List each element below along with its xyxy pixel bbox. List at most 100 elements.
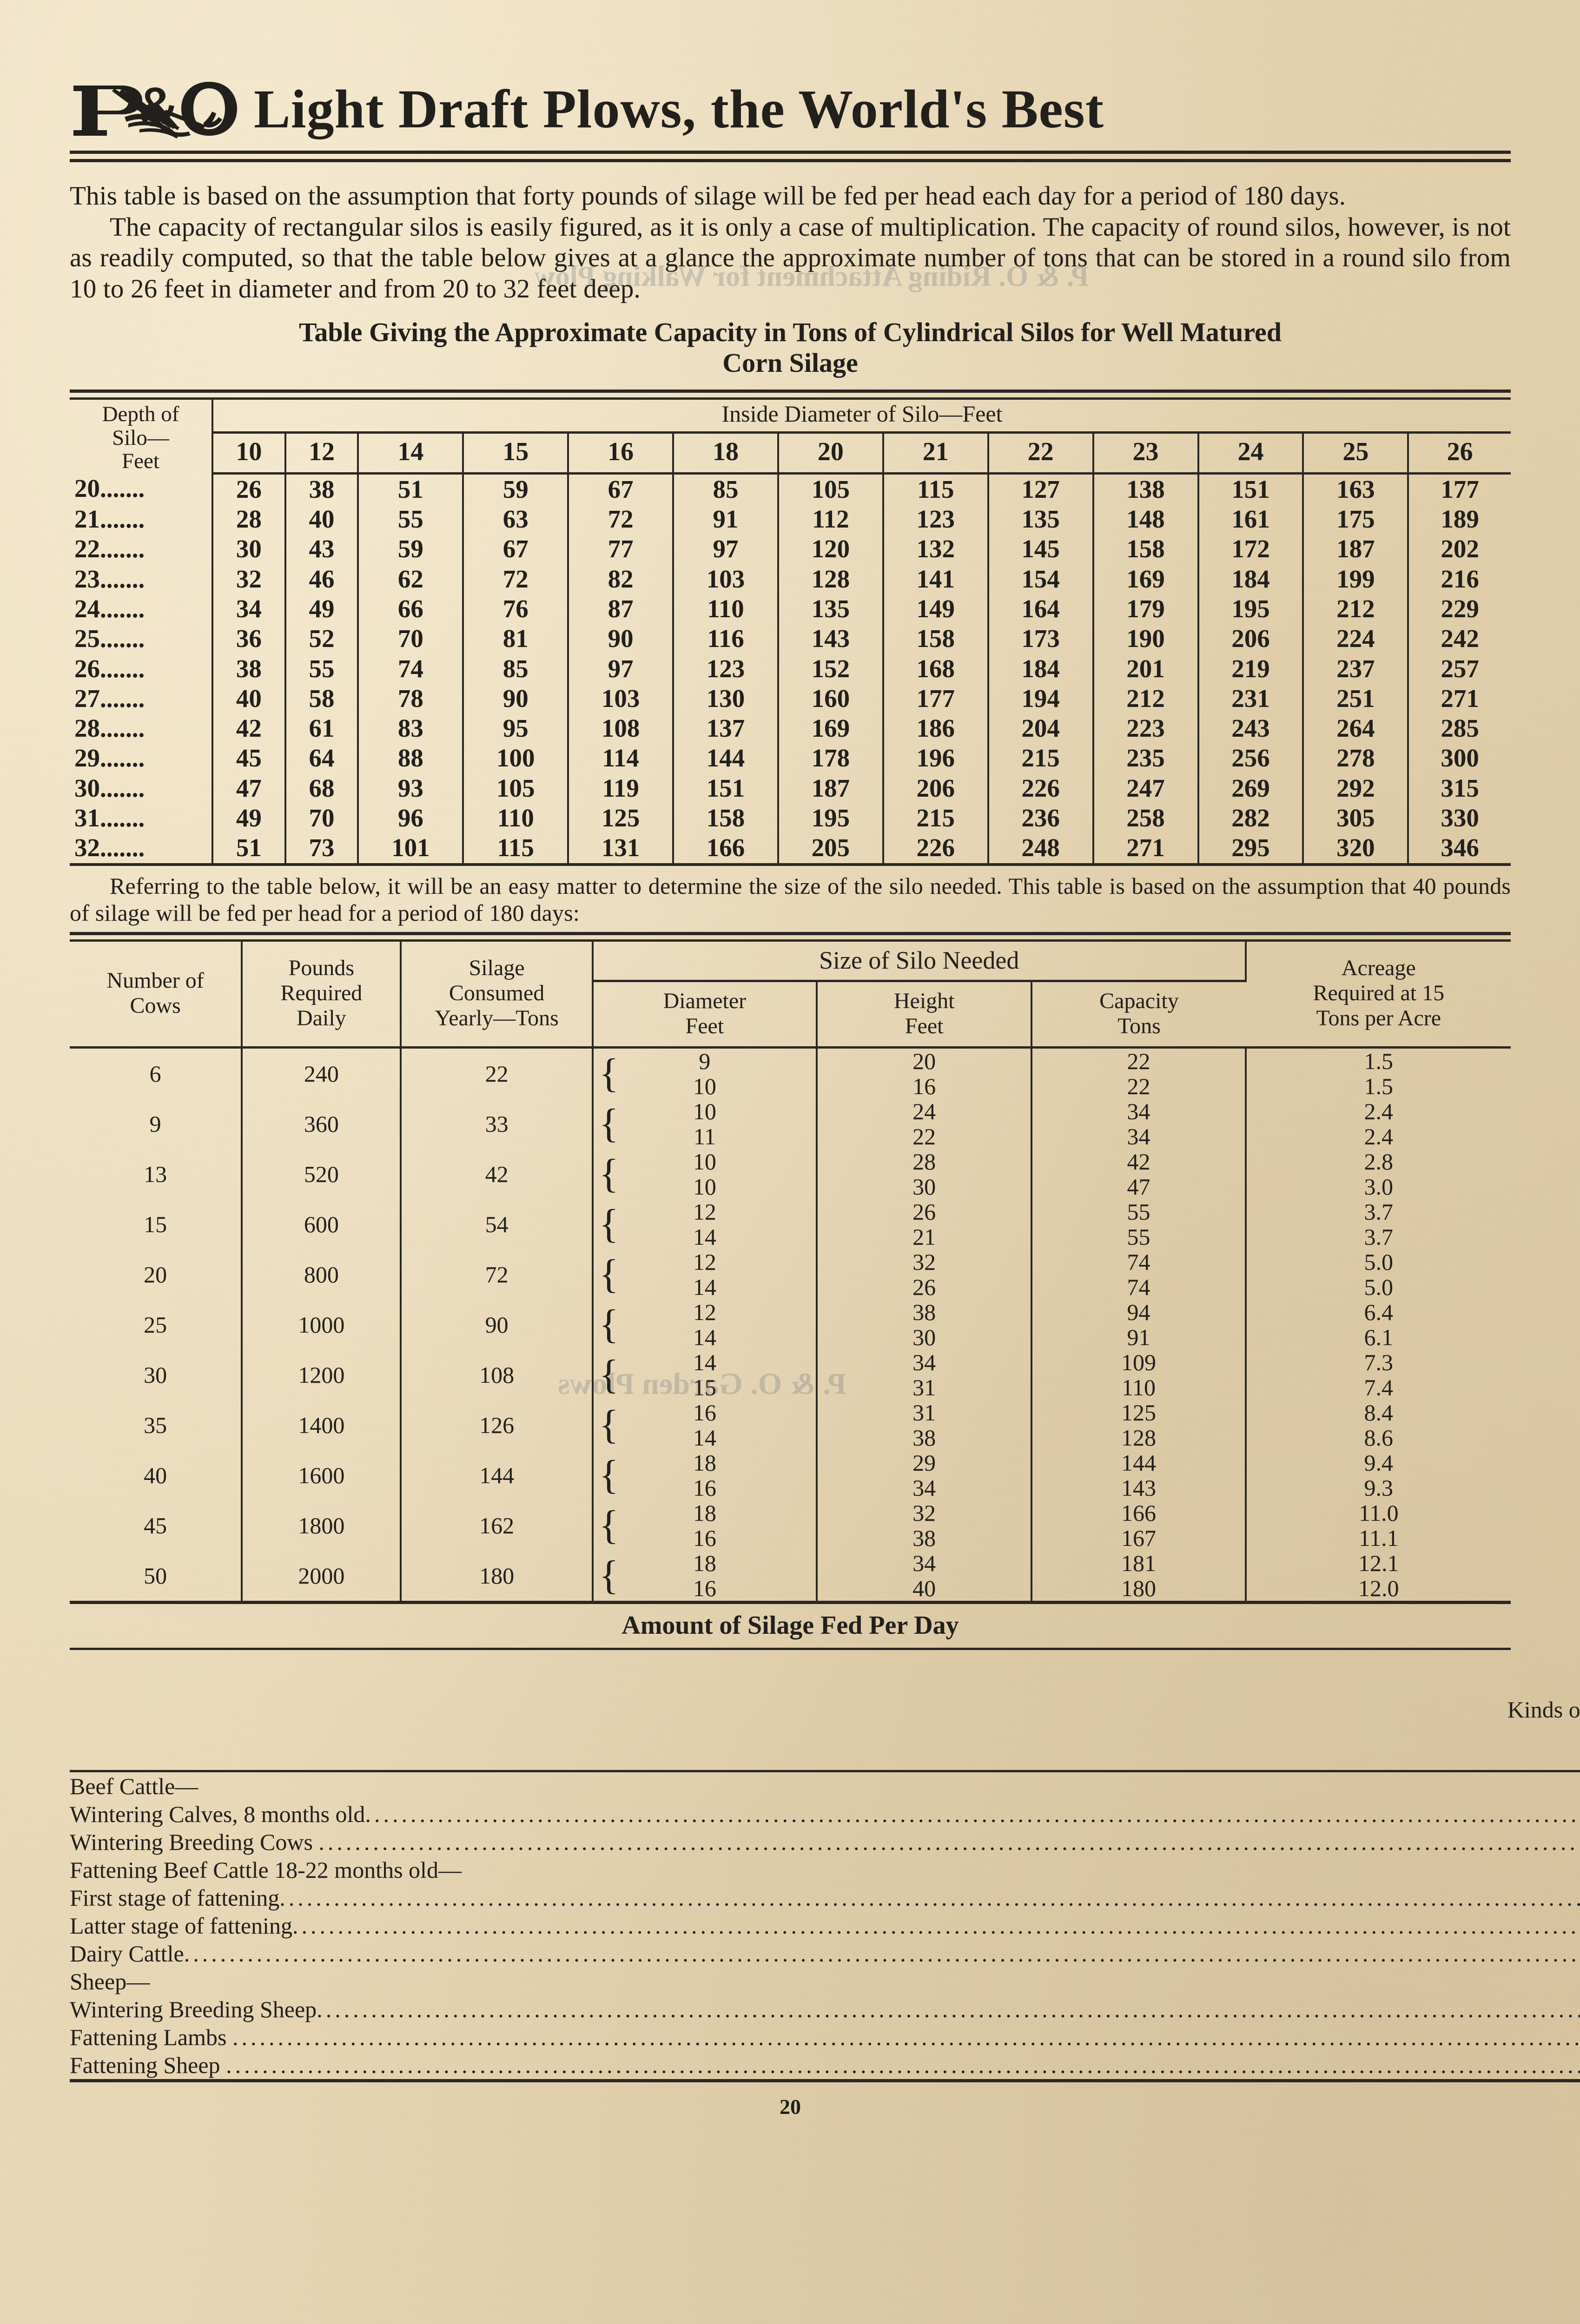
silo-row-cows: 25 [70,1299,243,1350]
capacity-cell: 40 [285,504,359,535]
silage-stock-label: Fattening Sheep ........................… [70,2051,1580,2081]
silo-row-acreage: 9.4 [1364,1449,1394,1476]
silo-row-acreage: 11.1 [1358,1525,1399,1551]
capacity-cell: 154 [988,564,1094,594]
capacity-cell: 300 [1441,744,1479,772]
capacity-table-toprule-row [70,391,1511,400]
silo-row-acreage: 12.0 [1358,1575,1399,1601]
capacity-cell: 206 [883,773,989,803]
header-kinds-of-stock: Kinds of Stock [70,1650,1580,1772]
silo-row-height: 38 [817,1525,1033,1551]
silo-row-height: 24 [817,1098,1033,1124]
silo-row-height: 32 [817,1500,1033,1525]
capacity-cell: 216 [1441,564,1479,593]
capacity-cell: 172 [1198,534,1304,564]
silo-row-capacity: 166 [1031,1500,1247,1525]
capacity-cell: 51 [212,833,286,865]
capacity-cell: 28 [212,504,286,535]
silo-row-diameter: 14 [592,1274,818,1300]
silo-row-capacity: 91 [1031,1324,1247,1350]
capacity-cell: 278 [1303,743,1409,773]
capacity-table-head: Depth of Silo— Feet Inside Diameter of S… [70,391,1511,475]
silo-row-silage: 90 [401,1299,594,1350]
capacity-cell: 264 [1303,713,1409,744]
page-content: Light Draft Plows, the World's Best This… [70,70,1580,2324]
capacity-table-row: 22....... 30 43 59 67 77 97 120 132 145 158 172 187 2… [70,534,1511,564]
capacity-cell: 257 [1441,654,1479,683]
silo-row-height: 16 [817,1073,1033,1099]
capacity-cell: 205 [778,833,884,865]
capacity-cell: 47 [212,773,286,803]
silage-fed-row: First stage of fattening................… [70,1883,1580,1912]
capacity-cell: 315 [1441,773,1479,802]
silo-row-diameter: 16 [592,1475,818,1500]
silo-row-height: 30 [817,1174,1033,1199]
silo-row-pounds: 1200 [242,1349,402,1400]
capacity-cell: 215 [883,803,989,833]
capacity-cell: 108 [568,713,674,744]
silo-row-diameter: {12 [592,1199,818,1244]
stock-name: First stage of fattening [70,1884,280,1911]
silo-row-diameter: 14 [592,1224,818,1249]
mid-note-paragraph: Referring to the table below, it will be… [70,872,1511,926]
leader-dots: ........................................… [232,2024,1580,2050]
silo-row-acreage: 5.0 [1364,1274,1394,1300]
silo-row-acreage: 8.4 [1364,1399,1394,1426]
silage-fed-header-row: Kinds of Stock Daily Ra- tion, Pounds [70,1650,1580,1772]
silo-size-row: 25 1000 90{12 38 94 6.4 [70,1299,1511,1350]
capacity-cell: 242 [1441,624,1479,653]
capacity-cell: 30 [212,534,286,564]
capacity-cell: 204 [988,713,1094,744]
capacity-table-title-line2: Corn Silage [722,347,858,378]
capacity-cell: 187 [778,773,884,803]
silo-row-cows: 50 [70,1550,243,1603]
capacity-cell: 90 [568,624,674,654]
header-height-line1: Height [893,989,955,1014]
silo-size-headrule [70,1046,1511,1050]
page-number: 20 [780,2094,801,2119]
capacity-table-row: 27....... 40 58 78 90 103 130 160 177 194 212 231 25… [70,683,1511,714]
silage-fed-row: Wintering Calves, 8 months old..........… [70,1800,1580,1828]
silage-fed-title: Amount of Silage Fed Per Day [70,1604,1511,1650]
capacity-table-span-header-row: Depth of Silo— Feet Inside Diameter of S… [70,398,1511,474]
silo-row-acreage: 1.5 [1364,1048,1394,1074]
capacity-cell: 152 [778,654,884,684]
capacity-col-header-10: 10 [212,432,286,475]
silo-row-height: 38 [817,1425,1033,1450]
capacity-col-header-24: 24 [1198,432,1304,475]
capacity-cell: 115 [883,473,989,505]
silo-row-pounds: 1400 [242,1400,402,1450]
silo-row-diameter: 10 [592,1174,818,1199]
capacity-cell: 128 [778,564,884,594]
p-and-o-plow-logo-icon [70,79,242,139]
capacity-cell: 112 [778,504,884,535]
silo-row-pounds: 1800 [242,1500,402,1551]
capacity-row-depth: 26....... [70,654,213,684]
capacity-cell: 52 [285,624,359,654]
capacity-col-header-26: 26 [1408,432,1511,475]
silo-row-diameter: 14 [592,1425,818,1450]
silo-row-height: 34 [817,1349,1033,1375]
silo-row-diameter: {18 [592,1550,818,1596]
capacity-table-foot [70,863,1511,867]
capacity-col-header-21: 21 [883,432,989,475]
silo-row-cows: 20 [70,1249,243,1300]
silo-size-row: 15 600 54{12 26 55 3.7 [70,1199,1511,1249]
mid-note-block: Referring to the table below, it will be… [70,872,1511,926]
capacity-cell: 143 [778,624,884,654]
silage-fed-row: Fattening Sheep ........................… [70,2051,1580,2081]
capacity-cell: 101 [358,833,464,865]
capacity-cell: 137 [673,713,779,744]
capacity-col-header-16: 16 [568,432,674,475]
capacity-col-header-23: 23 [1093,432,1199,475]
silo-row-capacity: 94 [1031,1299,1247,1325]
silo-size-row: 30 1200 108{14 34 109 7.3 [70,1349,1511,1400]
capacity-cell: 82 [568,564,674,594]
capacity-cell: 187 [1303,534,1409,564]
stock-name: Fattening Beef Cattle 18-22 months old— [70,1856,462,1883]
capacity-cell: 131 [568,833,674,865]
leader-dots: ........................................… [292,1912,1580,1939]
silo-row-height: 30 [817,1324,1033,1350]
stock-name: Wintering Breeding Sheep [70,1996,317,2022]
capacity-cell: 34 [212,594,286,624]
